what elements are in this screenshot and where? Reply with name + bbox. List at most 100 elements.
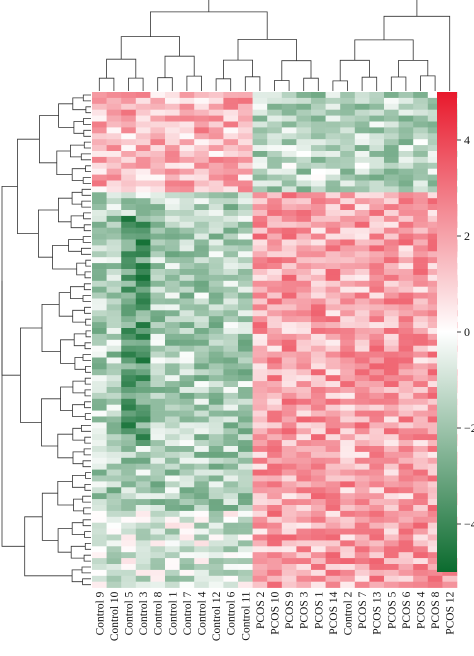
- heatmap-cell: [384, 151, 399, 158]
- heatmap-cell: [325, 274, 341, 282]
- heatmap-cell: [325, 145, 341, 152]
- heatmap-cell: [281, 345, 297, 352]
- heatmap-cell: [179, 97, 195, 105]
- heatmap-cell: [311, 351, 326, 358]
- heatmap-cell: [135, 97, 151, 105]
- heatmap-cell: [340, 180, 356, 187]
- heatmap-cell: [354, 245, 370, 252]
- heatmap-cell: [121, 328, 137, 335]
- heatmap-cell: [194, 198, 210, 205]
- heatmap-cell: [179, 398, 195, 405]
- heatmap-cell: [223, 369, 239, 376]
- heatmap-cell: [325, 463, 341, 470]
- heatmap-cell: [340, 363, 356, 370]
- heatmap-cell: [427, 286, 443, 293]
- heatmap-cell: [427, 516, 443, 523]
- heatmap-cell: [208, 186, 224, 193]
- heatmap-cell: [296, 469, 312, 476]
- heatmap-cell: [413, 534, 429, 541]
- heatmap-cell: [354, 192, 370, 199]
- heatmap-cell: [92, 522, 107, 529]
- heatmap-cell: [311, 516, 326, 523]
- heatmap-cell: [106, 540, 122, 547]
- heatmap-cell: [311, 245, 326, 252]
- heatmap-cell: [384, 475, 399, 482]
- heatmap-cell: [427, 369, 443, 376]
- heatmap-cell: [179, 345, 195, 352]
- heatmap-cell: [413, 564, 429, 571]
- heatmap-cell: [281, 133, 297, 140]
- heatmap-cell: [267, 328, 283, 335]
- dendrogram-branch: [383, 15, 451, 91]
- heatmap-cell: [384, 192, 399, 199]
- heatmap-cell: [223, 339, 239, 346]
- heatmap-cell: [296, 499, 312, 506]
- heatmap-cell: [281, 263, 297, 270]
- heatmap-cell: [267, 440, 283, 447]
- heatmap-cell: [369, 115, 385, 122]
- heatmap-cell: [92, 227, 107, 234]
- heatmap-cell: [135, 381, 151, 388]
- heatmap-cell: [165, 522, 180, 529]
- heatmap-cell: [354, 322, 370, 329]
- heatmap-cell: [208, 304, 224, 311]
- dendrogram-branch: [83, 507, 91, 515]
- heatmap-cell: [92, 151, 107, 158]
- heatmap-cell: [179, 322, 195, 329]
- heatmap-cell: [384, 575, 399, 582]
- heatmap-cell: [267, 221, 283, 228]
- heatmap-cell: [121, 493, 137, 500]
- heatmap-cell: [179, 221, 195, 228]
- heatmap-cell: [296, 310, 312, 317]
- heatmap-cell: [340, 392, 356, 400]
- heatmap-cell: [92, 92, 107, 99]
- dendrogram-branch: [83, 118, 91, 125]
- heatmap-cell: [135, 310, 151, 317]
- heatmap-cell: [106, 369, 122, 376]
- heatmap-cell: [121, 516, 137, 523]
- heatmap-cell: [135, 375, 151, 382]
- heatmap-cell: [208, 257, 224, 264]
- heatmap-cell: [281, 310, 297, 317]
- heatmap-cell: [296, 204, 312, 211]
- heatmap-cell: [135, 174, 151, 181]
- heatmap-cell: [311, 581, 326, 588]
- heatmap-cell: [135, 422, 151, 429]
- heatmap-cell: [340, 328, 356, 335]
- heatmap-cell: [296, 528, 312, 535]
- heatmap-cell: [296, 92, 312, 99]
- heatmap-cell: [354, 481, 370, 488]
- heatmap-cell: [238, 168, 253, 175]
- heatmap-cell: [384, 487, 399, 494]
- heatmap-cell: [340, 274, 356, 282]
- heatmap-cell: [252, 339, 268, 346]
- heatmap-cell: [413, 245, 429, 252]
- dendrogram-branch: [57, 481, 74, 506]
- heatmap-cell: [296, 215, 312, 223]
- heatmap-cell: [398, 440, 414, 447]
- heatmap-cell: [311, 416, 326, 423]
- column-label: Control 8: [153, 591, 165, 635]
- heatmap-cell: [150, 115, 166, 122]
- heatmap-cell: [311, 534, 326, 541]
- heatmap-cell: [281, 357, 297, 364]
- heatmap-cell: [296, 210, 312, 217]
- heatmap-cell: [92, 145, 107, 152]
- heatmap-cell: [267, 381, 283, 388]
- heatmap-cell: [106, 198, 122, 205]
- heatmap-cell: [281, 499, 297, 506]
- heatmap-cell: [311, 269, 326, 276]
- heatmap-cell: [92, 156, 107, 164]
- heatmap-cell: [106, 499, 122, 506]
- heatmap-cell: [267, 192, 283, 199]
- heatmap-cell: [369, 552, 385, 559]
- heatmap-cell: [165, 192, 180, 199]
- heatmap-cell: [369, 245, 385, 252]
- heatmap-cell: [369, 416, 385, 423]
- heatmap-cell: [427, 469, 443, 476]
- heatmap-cell: [427, 280, 443, 287]
- heatmap-cell: [121, 569, 137, 577]
- heatmap-cell: [194, 186, 210, 193]
- heatmap-cell: [311, 121, 326, 128]
- heatmap-cell: [281, 534, 297, 541]
